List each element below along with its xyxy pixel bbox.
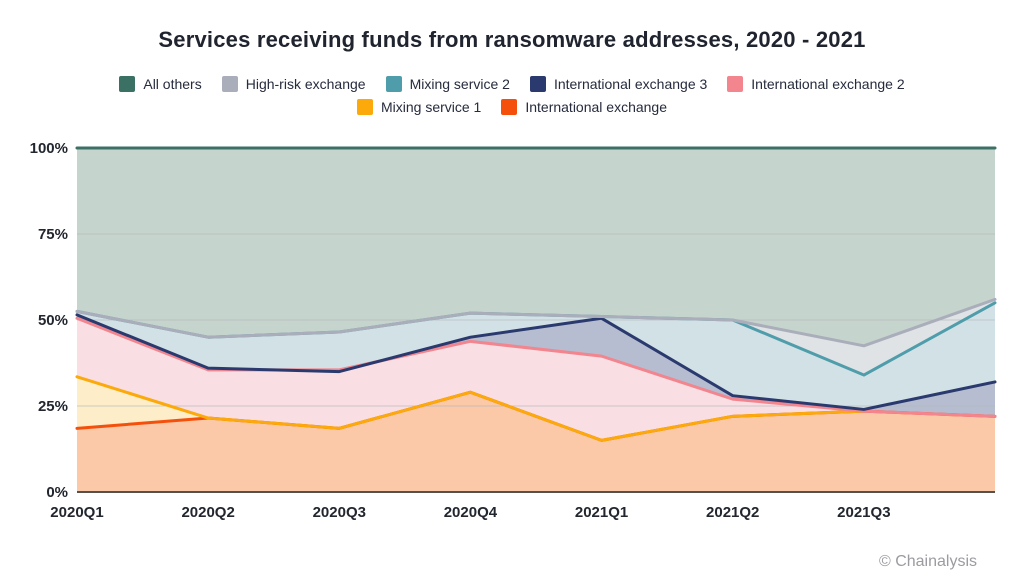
chainalysis-credit: © Chainalysis (878, 553, 977, 570)
legend-label-international-exchange: International exchange (525, 99, 668, 115)
y-tick-50%: 50% (38, 312, 68, 329)
line-mixing-service-1 (75, 375, 866, 442)
legend-label-mixing-service-1: Mixing service 1 (380, 99, 482, 115)
y-tick-75%: 75% (38, 226, 68, 243)
legend-item-mixing-service-2: Mixing service 2 (385, 76, 510, 92)
area-international-exchange (77, 392, 995, 492)
x-tick-2020Q1: 2020Q1 (50, 504, 103, 521)
legend-label-all-others: All others (143, 76, 202, 92)
chart-title: Services receiving funds from ransomware… (158, 27, 866, 52)
legend-row-1: All others High-risk exchange Mixing servi… (119, 76, 905, 92)
x-tick-2020Q3: 2020Q3 (313, 504, 366, 521)
legend-swatch-international-exchange (501, 99, 518, 115)
legend-item-international-exchange: International exchange (501, 99, 667, 115)
legend-item-all-others: All others (119, 76, 202, 92)
y-tick-100%: 100% (30, 140, 68, 157)
legend-label-international-exchange-2: International exchange 2 (751, 76, 905, 92)
legend-item-international-exchange-3: International exchange 3 (529, 76, 708, 92)
line-high-risk-exchange (75, 297, 997, 348)
legend-item-international-exchange-2: International exchange 2 (727, 76, 905, 92)
x-tick-2021Q1: 2021Q1 (575, 504, 628, 521)
legend-swatch-high-risk-exchange (221, 76, 238, 92)
legend-swatch-mixing-service-1 (356, 99, 373, 115)
legend-label-high-risk-exchange: High-risk exchange (245, 76, 366, 92)
x-tick-2021Q3: 2021Q3 (837, 504, 890, 521)
y-tick-0%: 0% (46, 484, 68, 501)
legend: All others High-risk exchange Mixing servi… (0, 76, 1024, 115)
y-tick-25%: 25% (38, 398, 68, 415)
legend-swatch-mixing-service-2 (385, 76, 402, 92)
legend-swatch-international-exchange-3 (529, 76, 546, 92)
legend-label-mixing-service-2: Mixing service 2 (409, 76, 510, 92)
legend-swatch-international-exchange-2 (727, 76, 744, 92)
x-tick-2020Q2: 2020Q2 (181, 504, 234, 521)
line-international-exchange-3 (75, 313, 997, 411)
x-tick-2021Q2: 2021Q2 (706, 504, 759, 521)
legend-item-high-risk-exchange: High-risk exchange (221, 76, 366, 92)
legend-swatch-all-others (119, 76, 136, 92)
legend-item-mixing-service-1: Mixing service 1 (356, 99, 482, 115)
x-tick-2020Q4: 2020Q4 (444, 504, 498, 521)
legend-row-2: Mixing service 1 International exchange (356, 99, 667, 115)
legend-label-international-exchange-3: International exchange 3 (553, 76, 708, 92)
